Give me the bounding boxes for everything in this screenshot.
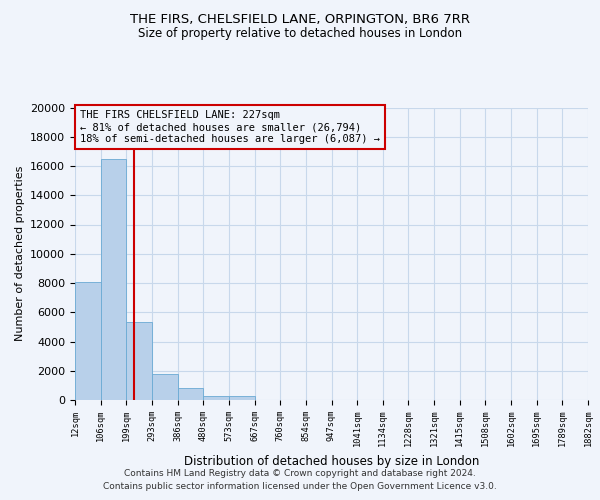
X-axis label: Distribution of detached houses by size in London: Distribution of detached houses by size … (184, 455, 479, 468)
Y-axis label: Number of detached properties: Number of detached properties (14, 166, 25, 342)
Text: Contains public sector information licensed under the Open Government Licence v3: Contains public sector information licen… (103, 482, 497, 491)
Text: Size of property relative to detached houses in London: Size of property relative to detached ho… (138, 28, 462, 40)
Bar (178, 388, 203, 400)
Text: Contains HM Land Registry data © Crown copyright and database right 2024.: Contains HM Land Registry data © Crown c… (124, 468, 476, 477)
Bar (75, 282, 101, 400)
Bar (101, 158, 127, 400)
Bar (203, 396, 229, 400)
Text: THE FIRS, CHELSFIELD LANE, ORPINGTON, BR6 7RR: THE FIRS, CHELSFIELD LANE, ORPINGTON, BR… (130, 12, 470, 26)
Bar (127, 322, 152, 400)
Text: THE FIRS CHELSFIELD LANE: 227sqm
← 81% of detached houses are smaller (26,794)
1: THE FIRS CHELSFIELD LANE: 227sqm ← 81% o… (80, 110, 380, 144)
Bar (229, 396, 254, 400)
Bar (152, 374, 178, 400)
